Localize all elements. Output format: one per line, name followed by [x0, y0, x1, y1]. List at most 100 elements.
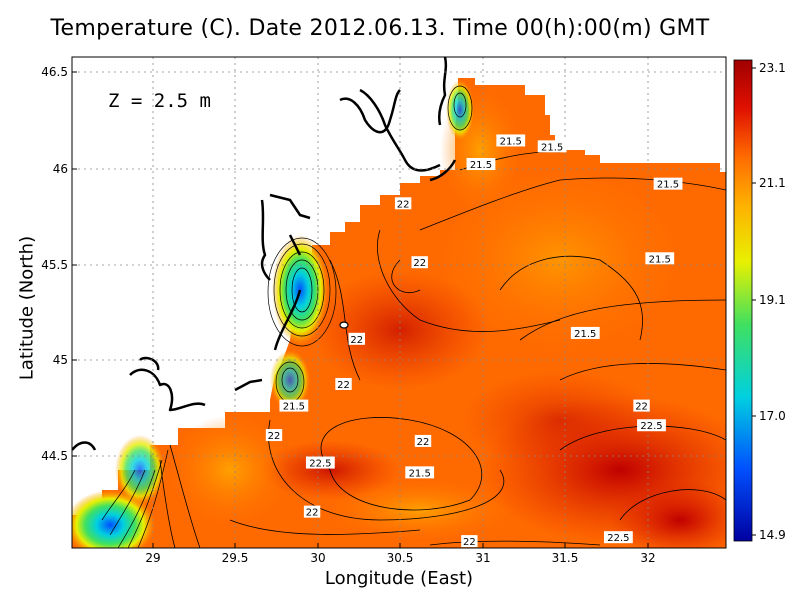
- contour-label-box: [645, 252, 675, 265]
- x-tick-label: 29.5: [222, 551, 249, 565]
- contour-label: 22: [414, 434, 432, 448]
- contour-label-box: [570, 326, 600, 339]
- contour-label: 22: [633, 399, 650, 413]
- contour-label: 22: [303, 505, 321, 519]
- contour-label-text: 21.5: [409, 468, 431, 479]
- contour-label: 21.5: [537, 140, 567, 153]
- contour-label: 22: [335, 377, 352, 391]
- contour-label-text: 22: [413, 258, 426, 269]
- contour-label-box: [414, 434, 432, 447]
- contour-label-text: 22: [463, 537, 476, 548]
- cold-anomaly: [72, 490, 155, 548]
- colorbar-tick-label: 21.1: [759, 176, 786, 190]
- cold-anomaly: [270, 350, 310, 410]
- contour-label: 22: [461, 535, 478, 548]
- x-ticks: [152, 543, 649, 548]
- y-tick-label: 45: [53, 353, 68, 367]
- contour-label-text: 22: [337, 380, 350, 391]
- contour-labels: 21.5 21.5 21.5 21.5 22 22 21.5 22 21.5 22 21.5 22 22…: [265, 134, 683, 548]
- contour-label-text: 22: [397, 199, 410, 210]
- contour-label: 22.5: [637, 419, 666, 432]
- contour-label: 21.5: [496, 134, 526, 147]
- contour-label-box: [305, 456, 335, 469]
- contour-label-box: [603, 531, 633, 544]
- contour-label: 21.5: [645, 252, 675, 265]
- contour-label-text: 22.5: [607, 533, 629, 544]
- contour-label: 22: [394, 197, 412, 210]
- contour-label-box: [466, 158, 496, 171]
- contour-label-box: [633, 399, 650, 412]
- coastline: [72, 57, 457, 451]
- x-tick-label: 30.5: [387, 551, 414, 565]
- contour-label-text: 21.5: [541, 142, 563, 153]
- x-axis-label: Longitude (East): [324, 568, 474, 589]
- contour-label-text: 22.5: [640, 421, 662, 432]
- contour-label-text: 22: [306, 508, 319, 519]
- cool-zone: [170, 415, 290, 525]
- contour-label: 21.5: [279, 399, 309, 413]
- contour-label-box: [537, 140, 567, 153]
- warm-core: [610, 480, 726, 548]
- contour-label-text: 22: [635, 402, 648, 413]
- cold-anomaly: [115, 435, 165, 505]
- y-ticks: [72, 71, 77, 457]
- contour-label: 22.5: [305, 456, 335, 470]
- contour-label-box: [461, 535, 478, 548]
- contour-label-text: 21.5: [649, 254, 671, 265]
- depth-label: Z = 2.5 m: [108, 90, 211, 112]
- contour-label-text: 21.5: [470, 160, 492, 171]
- x-tick-labels: 29 29.5 30 30.5 31 31.5 32: [145, 551, 655, 565]
- plot-border: [71, 56, 727, 549]
- y-tick-label: 44.5: [41, 449, 68, 463]
- contour-label-text: 21.5: [657, 180, 679, 191]
- colorbar-tick-label: 17.0: [759, 409, 786, 423]
- contour-label: 21.5: [653, 177, 683, 191]
- x-tick-label: 31.5: [552, 551, 579, 565]
- warm-core: [460, 370, 660, 470]
- contour-label-box: [653, 177, 683, 190]
- colorbar: 23.1 21.1 19.1 17.0 14.9: [733, 59, 786, 542]
- contour-label-text: 21.5: [283, 402, 305, 413]
- contour-label-box: [303, 505, 321, 518]
- contour-label-text: 22.5: [309, 459, 331, 470]
- x-tick-label: 31: [475, 551, 490, 565]
- contour-label: 21.5: [570, 326, 600, 340]
- x-tick-label: 29: [145, 551, 160, 565]
- contour-label-box: [348, 332, 365, 345]
- y-tick-label: 46.5: [41, 65, 68, 79]
- contour-label: 21.5: [466, 158, 496, 171]
- contour-label-box: [411, 256, 428, 269]
- colorbar-tick-label: 14.9: [759, 528, 786, 542]
- contour-label: 22: [411, 256, 428, 269]
- contour-label-text: 22: [417, 437, 430, 448]
- contour-label: 22: [348, 332, 365, 346]
- contour-label-box: [496, 134, 526, 147]
- y-tick-label: 45.5: [41, 258, 68, 272]
- y-tick-labels: 44.5 45 45.5 46 46.5: [41, 65, 68, 463]
- cold-contours: [101, 85, 473, 548]
- colorbar-gradient: [733, 59, 753, 542]
- contour-label-box: [637, 419, 666, 432]
- colorbar-tick-label: 19.1: [759, 293, 786, 307]
- contour-label-box: [265, 429, 283, 442]
- contour-label: 22.5: [603, 531, 633, 544]
- contour-label-text: 21.5: [500, 136, 522, 147]
- colorbar-tick-label: 23.1: [759, 61, 786, 75]
- cold-anomaly: [446, 80, 474, 140]
- contour-label-text: 22: [350, 335, 363, 346]
- contour-label-box: [279, 399, 309, 412]
- y-axis-label: Latitude (North): [16, 235, 38, 381]
- contour-label-text: 21.5: [574, 329, 596, 340]
- contour-label-box: [405, 466, 435, 479]
- contour-label-text: 22: [268, 431, 281, 442]
- contour-label-box: [335, 377, 352, 390]
- y-tick-label: 46: [53, 162, 68, 176]
- contour-label: 21.5: [405, 466, 435, 479]
- x-tick-label: 32: [640, 551, 655, 565]
- contour-label: 22: [265, 429, 283, 442]
- chart-title: Temperature (C). Date 2012.06.13. Time 0…: [50, 16, 710, 41]
- contour-label-box: [394, 197, 412, 210]
- x-tick-label: 30: [310, 551, 325, 565]
- island: [339, 321, 349, 329]
